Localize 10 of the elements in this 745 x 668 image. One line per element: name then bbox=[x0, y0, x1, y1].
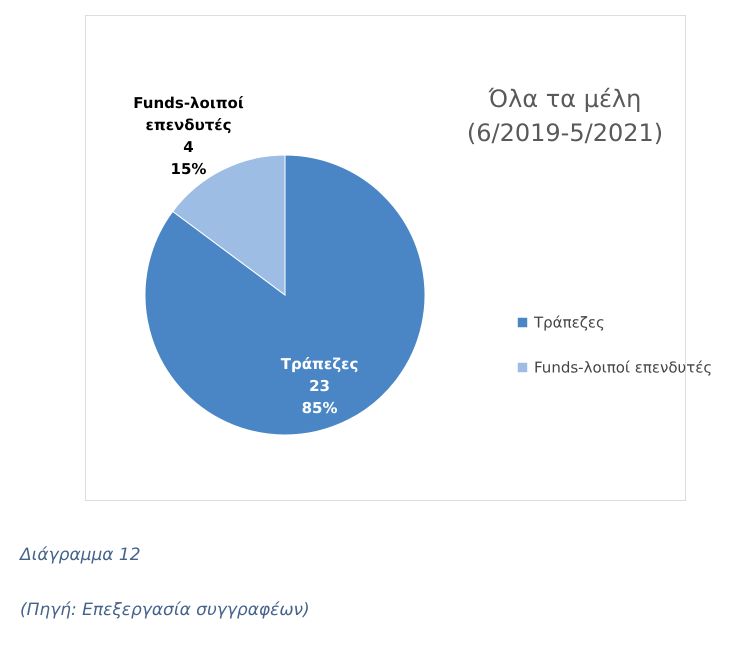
slice-label: Τράπεζες bbox=[280, 354, 358, 373]
pie-slice bbox=[144, 154, 426, 436]
data-label: 4 15% bbox=[170, 138, 206, 178]
text: Διάγραμμα 12 bbox=[18, 545, 141, 565]
chart-title: Όλα τα μέλη (6/2019-5/2021) bbox=[466, 85, 664, 147]
data-label: 23 85% bbox=[302, 376, 338, 417]
legend-label: Τράπεζες bbox=[533, 314, 605, 332]
legend-label: Funds-λοιποί επενδυτές bbox=[534, 358, 712, 376]
slice-label: Funds-λοιποί επενδυτές bbox=[133, 94, 244, 134]
text: (Πηγή: Επεξεργασία συγγραφέων) bbox=[20, 600, 310, 620]
